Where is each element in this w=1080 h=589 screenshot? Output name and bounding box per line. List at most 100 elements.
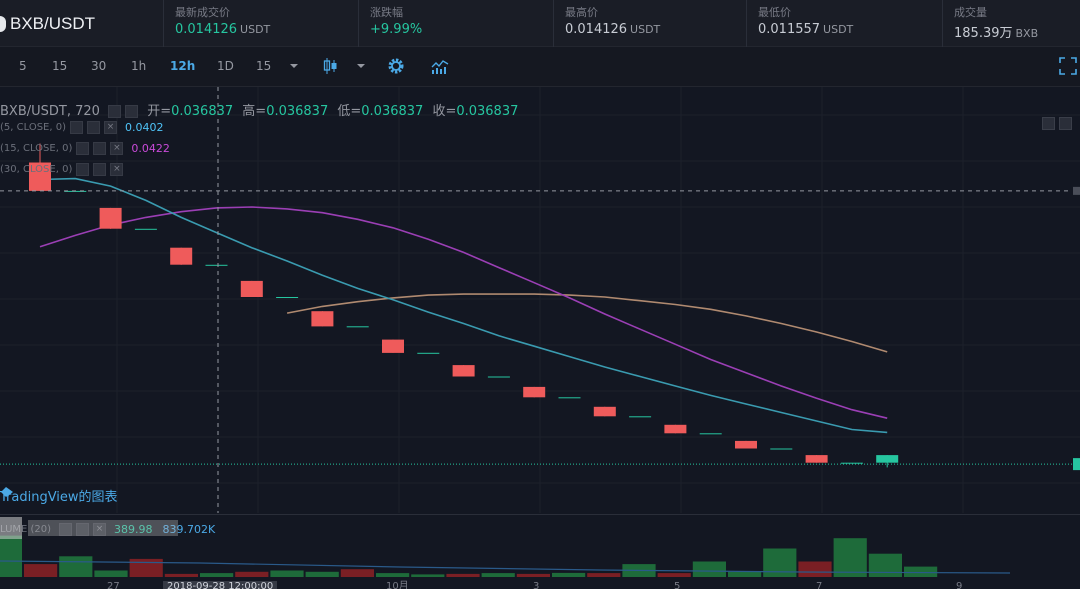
settings-gear-icon[interactable] [385,55,407,77]
volume-bar [833,538,867,577]
legend-low-label: 低= [337,104,362,119]
indicator-close-icon[interactable]: × [103,121,117,134]
timeframe-1h[interactable]: 1h [131,59,147,73]
volume-bar [305,571,339,577]
candle-body [134,228,157,230]
volume-bar [270,570,304,577]
indicator-ma5: (5, CLOSE, 0) × 0.0402 [0,121,163,134]
volume-value: 389.98 [114,523,153,536]
legend-close-label: 收= [432,104,457,119]
timeframe-dropdown-icon[interactable] [283,55,305,77]
pair-selector[interactable]: BXB/USDT [0,0,163,47]
volume-bar [692,561,726,577]
candle-body [770,448,793,450]
volume-eye-icon[interactable] [59,523,73,536]
x-axis-label: 3 [533,581,540,589]
volume-bar [868,553,902,577]
volume-close-icon[interactable]: × [93,523,107,536]
stat-volume: 成交量 185.39万 BXB [942,0,1080,47]
candle-body [805,455,828,463]
candle-body [382,339,404,353]
candle-body [311,311,334,327]
candle-type-icon[interactable] [319,55,341,77]
indicator-settings-icon[interactable] [93,142,107,155]
volume-bar [516,573,550,577]
blurred-watermark [0,517,178,539]
candle-body [558,397,581,399]
volume-ma-line [0,560,1011,574]
candle-body [735,440,757,449]
candle-body [29,162,51,191]
pair-logo-icon [0,15,6,32]
volume-bar [728,571,762,577]
dropdown-caret-icon[interactable] [350,55,372,77]
indicator-eye-icon[interactable] [76,163,90,176]
volume-bar [481,573,515,577]
legend-eye-icon[interactable] [108,105,122,118]
indicator-label: (30, CLOSE, 0) [0,164,73,175]
volume-legend: LUME (20) × 389.98 839.702K [0,523,215,536]
chart-toolbar: 5 15 30 1h 12h 1D 15 [0,47,1080,87]
candle-body [240,280,263,297]
legend-high-value: 0.036837 [266,104,329,119]
volume-bar [376,573,410,577]
volume-bar [587,573,621,577]
candle-body [99,207,122,229]
ma15-line [39,206,888,419]
stat-label: 最高价 [565,6,598,19]
chart-scroll-up-icon[interactable] [1059,117,1072,130]
candle-body [205,264,228,266]
stat-value: 0.011557 USDT [758,22,854,37]
indicator-label: (15, CLOSE, 0) [0,143,73,154]
candle-body [452,365,475,377]
legend-settings-icon[interactable] [125,105,139,118]
candle-body [64,190,87,192]
indicator-value: 0.0402 [124,121,164,134]
indicator-eye-icon[interactable] [69,121,83,134]
legend-symbol: BXB/USDT, 720 [0,104,100,119]
pair-name: BXB/USDT [10,13,96,33]
indicators-icon[interactable] [429,55,451,77]
x-axis-label: 10月 [386,581,409,589]
indicator-eye-icon[interactable] [76,142,90,155]
x-axis-label: 9 [956,581,963,589]
stat-high: 最高价 0.014126 USDT [553,0,746,47]
timeframe-more[interactable]: 15 [256,59,272,73]
x-axis-label: 5 [674,581,681,589]
indicator-settings-icon[interactable] [93,163,107,176]
timeframe-15m[interactable]: 15 [52,59,68,73]
price-chart-canvas[interactable] [0,87,1080,513]
candle-body [664,424,687,434]
fullscreen-icon[interactable] [1057,55,1079,77]
stat-value: +9.99% [370,22,423,37]
indicator-settings-icon[interactable] [86,121,100,134]
ticker-header: BXB/USDT 最新成交价 0.014126 USDT 涨跌幅 +9.99% 最… [0,0,1080,47]
last-price-tag [1073,458,1080,471]
volume-bar [59,556,93,577]
volume-bar [763,548,797,577]
volume-pane[interactable]: LUME (20) × 389.98 839.702K 27 10月 3 5 7… [0,514,1080,589]
price-chart[interactable]: BXB/USDT, 720 开=0.036837 高=0.036837 低=0.… [0,87,1080,513]
stat-value: 185.39万 BXB [954,26,1039,41]
legend-open-value: 0.036837 [171,104,234,119]
stat-value: 0.014126 USDT [565,22,661,37]
tradingview-label: TradingView的图表 [0,490,118,505]
indicator-close-icon[interactable]: × [110,163,124,176]
timeframe-12h[interactable]: 12h [170,59,196,73]
timeframe-5m[interactable]: 5 [19,59,27,73]
stat-value: 0.014126 USDT [175,22,271,37]
indicator-close-icon[interactable]: × [110,142,124,155]
indicator-value: 0.0422 [131,142,170,155]
legend-open-label: 开= [147,104,172,119]
candle-body [346,326,369,328]
volume-bar [235,571,269,577]
timeframe-30m[interactable]: 30 [91,59,107,73]
stat-last-price: 最新成交价 0.014126 USDT [163,0,358,47]
stat-label: 成交量 [954,6,987,19]
timeframe-1d[interactable]: 1D [217,59,234,73]
chart-scroll-down-icon[interactable] [1042,117,1055,130]
tradingview-branding[interactable]: TradingView的图表 [0,486,118,505]
volume-chart-canvas[interactable] [0,515,1080,589]
volume-settings-icon[interactable] [76,523,90,536]
volume-bar [411,574,445,577]
